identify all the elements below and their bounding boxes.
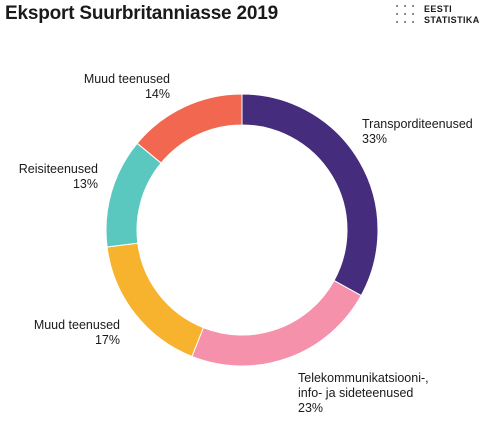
- donut-slice-0: [241, 93, 379, 297]
- slice-label-value: 23%: [298, 401, 324, 415]
- slice-label-value: 14%: [144, 87, 170, 101]
- slice-label-name: info- ja sideteenused: [298, 386, 414, 400]
- slice-label-name: Muud teenused: [33, 318, 120, 332]
- donut-slices: [105, 93, 379, 367]
- slice-label-muud-teenused-1: Muud teenused 14%: [60, 72, 170, 102]
- slice-label-value: 13%: [72, 177, 98, 191]
- slice-label-transporditeenused: Transporditeenused 33%: [362, 117, 473, 147]
- slice-label-value: 33%: [362, 132, 388, 146]
- eesti-statistika-logo: EESTI STATISTIKA: [396, 4, 496, 35]
- donut-slice-4: [136, 93, 243, 164]
- slice-label-name: Transporditeenused: [362, 117, 473, 131]
- slice-label-muud-teenused-2: Muud teenused 17%: [12, 318, 120, 348]
- logo-text: EESTI STATISTIKA: [424, 4, 480, 26]
- logo-line-2: STATISTIKA: [424, 15, 480, 25]
- slice-label-name: Muud teenused: [83, 72, 170, 86]
- slice-label-telekommunikatsiooni: Telekommunikatsiooni-, info- ja sideteen…: [298, 371, 429, 416]
- slice-label-name: Reisiteenused: [18, 162, 98, 176]
- donut-slice-3: [105, 142, 162, 248]
- logo-line-1: EESTI: [424, 4, 453, 14]
- donut-slice-1: [191, 279, 362, 367]
- logo-dots-icon: [396, 5, 420, 29]
- donut-slice-2: [106, 242, 204, 358]
- chart-title: Eksport Suurbritanniasse 2019: [5, 3, 278, 24]
- slice-label-name: Telekommunikatsiooni-,: [298, 371, 429, 385]
- slice-label-value: 17%: [94, 333, 120, 347]
- slice-label-reisiteenused: Reisiteenused 13%: [0, 162, 98, 192]
